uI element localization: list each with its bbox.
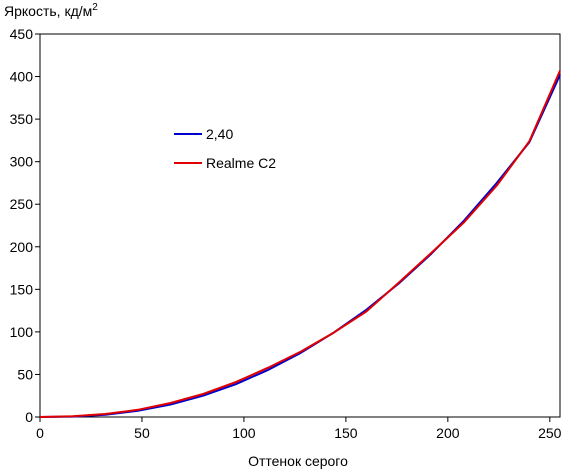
series-line-2-40 <box>39 74 561 418</box>
y-tick-label: 450 <box>10 26 34 42</box>
x-tick-label: 100 <box>232 425 256 441</box>
ticks: 0 50 100 150 200 250 300 350 400 450 0 50 100 150 200 2… <box>10 26 562 441</box>
y-tick-label: 150 <box>10 281 34 297</box>
y-tick-label: 350 <box>10 111 34 127</box>
y-tick-label: 250 <box>10 196 34 212</box>
y-tick-label: 200 <box>10 239 34 255</box>
series-lines <box>39 70 561 418</box>
axes <box>39 33 561 418</box>
plot-frame <box>39 33 561 418</box>
x-tick-label: 200 <box>436 425 460 441</box>
x-axis-label: Оттенок серого <box>248 453 348 469</box>
y-tick-label: 300 <box>10 154 34 170</box>
legend-label-realme-c2: Realme C2 <box>206 155 276 171</box>
y-tick-label: 400 <box>10 69 34 85</box>
x-tick-label: 0 <box>36 425 44 441</box>
legend-label-2-40: 2,40 <box>206 126 233 142</box>
x-tick-label: 50 <box>134 425 150 441</box>
y-axis-label: Яркость, кд/м2 <box>4 2 98 19</box>
y-tick-label: 100 <box>10 324 34 340</box>
x-tick-label: 250 <box>538 425 562 441</box>
series-line-realme-c2 <box>39 70 561 418</box>
legend: 2,40 Realme C2 <box>174 126 276 171</box>
x-tick-label: 150 <box>334 425 358 441</box>
y-tick-label: 0 <box>25 409 33 425</box>
y-tick-label: 50 <box>17 366 33 382</box>
